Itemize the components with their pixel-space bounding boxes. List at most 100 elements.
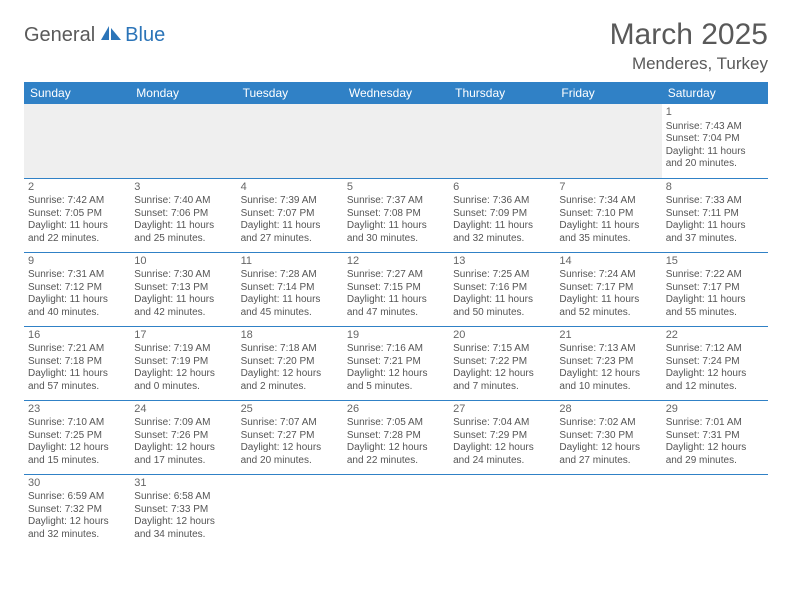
sunrise-text: Sunrise: 7:34 AM [559,195,657,208]
calendar-row: 9Sunrise: 7:31 AMSunset: 7:12 PMDaylight… [24,252,768,326]
daylight-text2: and 42 minutes. [134,307,232,320]
day-number: 18 [241,329,339,343]
calendar-cell: 1Sunrise: 7:43 AMSunset: 7:04 PMDaylight… [662,104,768,178]
calendar-cell: 5Sunrise: 7:37 AMSunset: 7:08 PMDaylight… [343,178,449,252]
daylight-text2: and 29 minutes. [666,455,764,468]
day-number: 26 [347,403,445,417]
daylight-text: Daylight: 11 hours [453,294,551,307]
sunset-text: Sunset: 7:31 PM [666,430,764,443]
calendar-cell: 4Sunrise: 7:39 AMSunset: 7:07 PMDaylight… [237,178,343,252]
daylight-text: Daylight: 11 hours [666,220,764,233]
sunset-text: Sunset: 7:32 PM [28,504,126,517]
day-number: 30 [28,477,126,491]
daylight-text2: and 24 minutes. [453,455,551,468]
sunrise-text: Sunrise: 7:33 AM [666,195,764,208]
sunset-text: Sunset: 7:29 PM [453,430,551,443]
daylight-text: Daylight: 11 hours [28,368,126,381]
sunrise-text: Sunrise: 7:12 AM [666,343,764,356]
sail-icon [100,24,122,47]
daylight-text: Daylight: 11 hours [347,294,445,307]
day-number: 22 [666,329,764,343]
calendar-cell: 7Sunrise: 7:34 AMSunset: 7:10 PMDaylight… [555,178,661,252]
calendar-cell: 6Sunrise: 7:36 AMSunset: 7:09 PMDaylight… [449,178,555,252]
daylight-text2: and 22 minutes. [28,233,126,246]
col-friday: Friday [555,82,661,104]
sunrise-text: Sunrise: 7:25 AM [453,269,551,282]
sunrise-text: Sunrise: 7:19 AM [134,343,232,356]
sunset-text: Sunset: 7:08 PM [347,208,445,221]
daylight-text: Daylight: 11 hours [453,220,551,233]
calendar-cell [237,474,343,548]
calendar-row: 1Sunrise: 7:43 AMSunset: 7:04 PMDaylight… [24,104,768,178]
calendar-cell: 19Sunrise: 7:16 AMSunset: 7:21 PMDayligh… [343,326,449,400]
sunset-text: Sunset: 7:27 PM [241,430,339,443]
sunrise-text: Sunrise: 7:15 AM [453,343,551,356]
calendar-cell [24,104,130,178]
calendar-cell: 31Sunrise: 6:58 AMSunset: 7:33 PMDayligh… [130,474,236,548]
day-number: 13 [453,255,551,269]
daylight-text2: and 47 minutes. [347,307,445,320]
calendar-cell: 10Sunrise: 7:30 AMSunset: 7:13 PMDayligh… [130,252,236,326]
daylight-text: Daylight: 11 hours [28,220,126,233]
daylight-text: Daylight: 12 hours [453,442,551,455]
sunset-text: Sunset: 7:12 PM [28,282,126,295]
daylight-text2: and 55 minutes. [666,307,764,320]
calendar-cell: 11Sunrise: 7:28 AMSunset: 7:14 PMDayligh… [237,252,343,326]
sunrise-text: Sunrise: 7:01 AM [666,417,764,430]
sunset-text: Sunset: 7:04 PM [666,133,764,146]
sunset-text: Sunset: 7:20 PM [241,356,339,369]
calendar-row: 16Sunrise: 7:21 AMSunset: 7:18 PMDayligh… [24,326,768,400]
calendar-cell: 27Sunrise: 7:04 AMSunset: 7:29 PMDayligh… [449,400,555,474]
daylight-text2: and 27 minutes. [241,233,339,246]
day-number: 11 [241,255,339,269]
daylight-text2: and 32 minutes. [453,233,551,246]
daylight-text: Daylight: 12 hours [559,442,657,455]
sunrise-text: Sunrise: 7:07 AM [241,417,339,430]
sunset-text: Sunset: 7:21 PM [347,356,445,369]
sunset-text: Sunset: 7:06 PM [134,208,232,221]
day-number: 3 [134,181,232,195]
daylight-text: Daylight: 12 hours [453,368,551,381]
calendar-cell: 8Sunrise: 7:33 AMSunset: 7:11 PMDaylight… [662,178,768,252]
daylight-text2: and 20 minutes. [666,158,764,171]
daylight-text: Daylight: 11 hours [241,294,339,307]
daylight-text2: and 2 minutes. [241,381,339,394]
calendar-cell [449,104,555,178]
daylight-text2: and 40 minutes. [28,307,126,320]
col-monday: Monday [130,82,236,104]
sunset-text: Sunset: 7:28 PM [347,430,445,443]
calendar-cell: 25Sunrise: 7:07 AMSunset: 7:27 PMDayligh… [237,400,343,474]
col-saturday: Saturday [662,82,768,104]
col-wednesday: Wednesday [343,82,449,104]
sunset-text: Sunset: 7:24 PM [666,356,764,369]
page-title: March 2025 [610,18,768,52]
calendar-cell: 24Sunrise: 7:09 AMSunset: 7:26 PMDayligh… [130,400,236,474]
day-number: 14 [559,255,657,269]
daylight-text2: and 27 minutes. [559,455,657,468]
daylight-text2: and 32 minutes. [28,529,126,542]
calendar-cell: 18Sunrise: 7:18 AMSunset: 7:20 PMDayligh… [237,326,343,400]
col-sunday: Sunday [24,82,130,104]
daylight-text2: and 34 minutes. [134,529,232,542]
daylight-text2: and 22 minutes. [347,455,445,468]
logo-text-general: General [24,24,95,47]
location-label: Menderes, Turkey [610,54,768,74]
daylight-text: Daylight: 12 hours [559,368,657,381]
daylight-text2: and 10 minutes. [559,381,657,394]
calendar-cell: 30Sunrise: 6:59 AMSunset: 7:32 PMDayligh… [24,474,130,548]
day-number: 19 [347,329,445,343]
sunset-text: Sunset: 7:09 PM [453,208,551,221]
day-number: 15 [666,255,764,269]
sunrise-text: Sunrise: 7:16 AM [347,343,445,356]
calendar-table: Sunday Monday Tuesday Wednesday Thursday… [24,82,768,548]
calendar-cell: 14Sunrise: 7:24 AMSunset: 7:17 PMDayligh… [555,252,661,326]
calendar-cell: 3Sunrise: 7:40 AMSunset: 7:06 PMDaylight… [130,178,236,252]
daylight-text2: and 45 minutes. [241,307,339,320]
calendar-cell [237,104,343,178]
day-number: 20 [453,329,551,343]
sunset-text: Sunset: 7:07 PM [241,208,339,221]
daylight-text2: and 57 minutes. [28,381,126,394]
day-number: 10 [134,255,232,269]
title-block: March 2025 Menderes, Turkey [610,18,768,74]
calendar-cell: 2Sunrise: 7:42 AMSunset: 7:05 PMDaylight… [24,178,130,252]
